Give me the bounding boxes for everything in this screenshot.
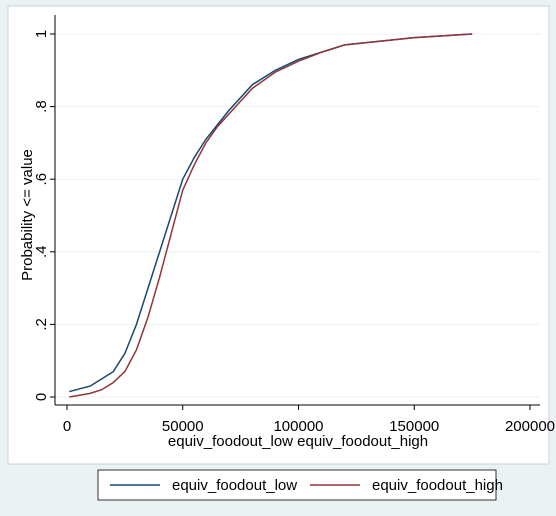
x-tick-label: 150000 — [389, 418, 439, 435]
y-tick-label: .2 — [33, 318, 50, 331]
series-line — [69, 33, 473, 398]
legend-label: equiv_foodout_high — [372, 477, 503, 494]
y-axis-title: Probability <= value — [19, 149, 36, 281]
y-tick-label: 1 — [33, 30, 50, 38]
x-tick-label: 0 — [63, 418, 71, 435]
legend-box — [97, 469, 497, 501]
y-tick-label: .6 — [33, 173, 50, 186]
plot-panel — [7, 5, 550, 465]
x-tick-label: 50000 — [162, 418, 204, 435]
x-axis-title: equiv_foodout_low equiv_foodout_high — [168, 433, 428, 450]
legend-label: equiv_foodout_low — [172, 477, 297, 494]
x-tick-label: 100000 — [273, 418, 323, 435]
y-tick-label: .8 — [33, 100, 50, 113]
y-tick-label: .4 — [33, 246, 50, 259]
x-tick-label: 200000 — [505, 418, 555, 435]
y-tick-label: 0 — [33, 393, 50, 401]
